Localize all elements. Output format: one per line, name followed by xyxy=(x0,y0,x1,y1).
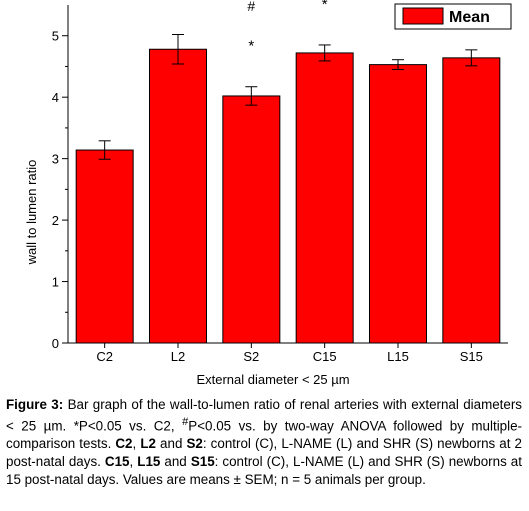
legend-swatch xyxy=(402,7,444,25)
y-tick-label: 1 xyxy=(52,275,59,290)
caption-text: P<0.05 vs. by two-way ANOVA followed by … xyxy=(6,418,523,452)
bars-group xyxy=(75,48,501,344)
x-tick-label: C15 xyxy=(313,349,337,364)
bar-L15 xyxy=(369,64,427,344)
ticks-group: C2 L2 S2 C15 L15 S15 0 1 2 3 4 5 xyxy=(52,29,483,364)
y-tick-label: 0 xyxy=(52,336,59,351)
legend-label: Mean xyxy=(449,9,490,26)
legend: Mean xyxy=(394,3,512,30)
caption-sup: # xyxy=(182,415,189,428)
caption-text: Bar graph of the wall-to-lumen ratio of … xyxy=(6,397,523,434)
x-tick-label: S2 xyxy=(243,349,259,364)
error-bars-group xyxy=(98,33,478,160)
caption-group: L15 xyxy=(137,453,161,469)
bar-S15 xyxy=(442,57,501,344)
caption-text: , xyxy=(129,453,138,469)
x-tick-label: L15 xyxy=(387,349,409,364)
caption-text: and xyxy=(155,436,187,452)
y-tick-label: 3 xyxy=(52,152,59,167)
y-tick-label: 4 xyxy=(52,90,59,105)
y-axis-label: wall to lumen ratio xyxy=(24,160,39,266)
asterisk-mark: * xyxy=(175,0,181,2)
axes-group xyxy=(67,5,508,344)
figure-caption: Figure 3: Bar graph of the wall-to-lumen… xyxy=(6,396,522,488)
caption-text: : control (C), L-NAME (L) and SHR (S) ne… xyxy=(6,453,522,487)
x-axis-label: External diameter < 25 µm xyxy=(196,372,349,387)
y-tick-label: 2 xyxy=(52,213,59,228)
caption-group: C2 xyxy=(115,436,133,452)
caption-text: and xyxy=(160,453,191,469)
x-tick-label: S15 xyxy=(460,349,483,364)
y-tick-label: 5 xyxy=(52,29,59,44)
bar-C2 xyxy=(75,149,134,344)
x-tick-label: C2 xyxy=(96,349,113,364)
caption-text: : control (C), L-NAME (L) and SHR (S) ne… xyxy=(6,436,523,469)
caption-group: C15 xyxy=(104,453,130,469)
asterisk-mark: * xyxy=(248,38,254,55)
caption-text: , xyxy=(132,436,141,452)
caption-group: S2 xyxy=(186,436,203,452)
caption-group: S15 xyxy=(190,453,215,469)
hash-mark: # xyxy=(247,0,255,14)
bar-S2 xyxy=(222,95,281,344)
caption-group: L2 xyxy=(140,436,156,452)
bar-L2 xyxy=(149,48,207,344)
bar-C15 xyxy=(295,52,354,344)
asterisk-mark: * xyxy=(322,0,328,13)
caption-label: Figure 3: xyxy=(6,397,64,412)
x-tick-label: L2 xyxy=(171,349,185,364)
